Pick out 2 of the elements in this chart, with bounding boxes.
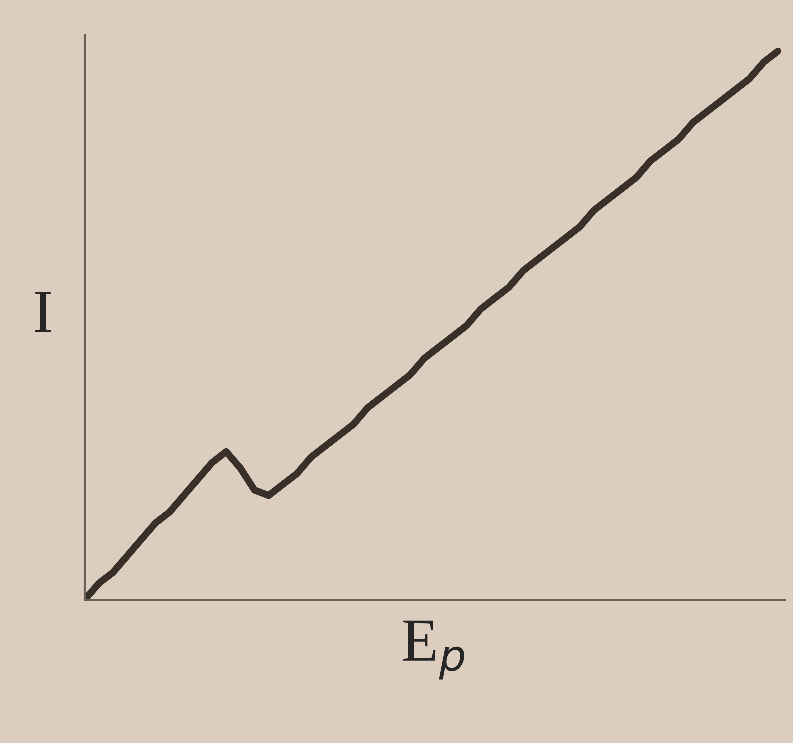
y-axis-title: I — [35, 292, 52, 332]
x-axis-title: E$_{p}$ — [403, 620, 464, 680]
